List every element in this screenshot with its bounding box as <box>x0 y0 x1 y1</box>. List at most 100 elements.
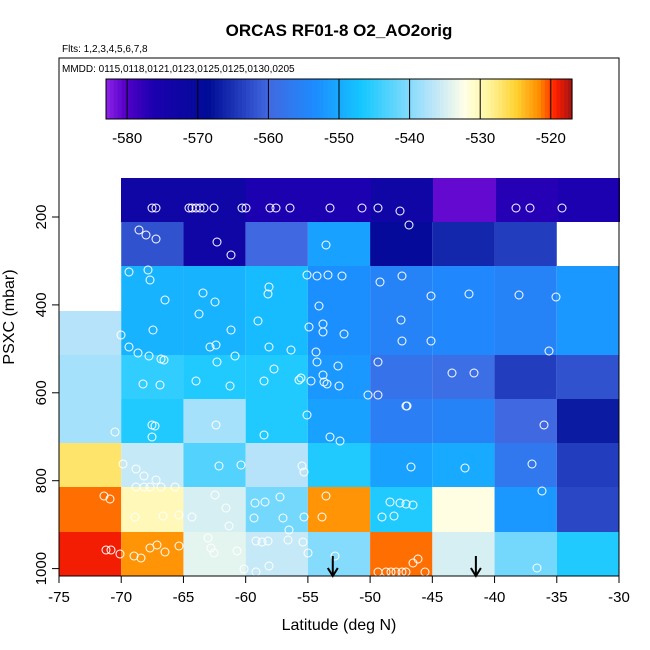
heatmap-cell <box>307 399 371 443</box>
colorbar-strip <box>498 79 503 119</box>
heatmap-cell <box>556 443 619 487</box>
heatmap-cell <box>370 399 433 443</box>
colorbar-strip <box>323 79 328 119</box>
observation-point <box>221 503 231 513</box>
colorbar-tick-label: -570 <box>183 130 213 147</box>
observation-point <box>269 364 279 374</box>
heatmap-cell <box>59 443 122 487</box>
x-tick-label: -70 <box>110 589 132 606</box>
y-tick-label: 800 <box>33 468 50 493</box>
observation-point <box>397 336 407 346</box>
heatmap-cell <box>432 532 495 576</box>
colorbar-strip <box>261 79 266 119</box>
observation-point <box>118 459 128 469</box>
observation-point <box>237 203 247 213</box>
heatmap-cell <box>494 443 557 487</box>
observation-point <box>294 375 304 385</box>
heatmap-cell <box>183 532 246 576</box>
x-tick-label: -30 <box>608 589 630 606</box>
heatmap-cell <box>371 178 433 222</box>
heatmap-cell <box>121 266 184 311</box>
observation-point <box>557 203 567 213</box>
observation-point <box>139 471 149 481</box>
observation-point <box>160 295 170 305</box>
colorbar-strip <box>307 79 313 119</box>
x-tick-label: -65 <box>173 589 195 606</box>
observation-point <box>232 546 242 556</box>
colorbar-tick-label: -560 <box>253 130 283 147</box>
colorbar-strip <box>556 79 561 119</box>
colorbar-strip <box>393 79 398 119</box>
observation-point <box>236 460 246 470</box>
observation-point <box>325 432 335 442</box>
colorbar-strip <box>319 79 325 119</box>
observation-point <box>136 553 146 563</box>
observation-point <box>230 351 240 361</box>
observation-point <box>116 330 126 340</box>
heatmap-cell <box>556 355 619 399</box>
colorbar-strip <box>144 79 150 119</box>
observation-point <box>318 327 328 337</box>
colorbar-strip <box>350 79 356 119</box>
observation-point <box>210 297 220 307</box>
observation-point <box>401 499 411 509</box>
observation-point <box>194 309 204 319</box>
heatmap-cell <box>59 487 122 532</box>
observation-point <box>203 533 213 543</box>
observation-point <box>257 537 267 547</box>
colorbar-strip <box>529 79 534 119</box>
y-axis: 200 400 600 800 1000 <box>33 204 59 585</box>
heatmap-cells <box>59 178 620 576</box>
colorbar-strip <box>129 79 134 119</box>
observation-point <box>375 277 385 287</box>
colorbar-strip <box>564 79 569 119</box>
observation-point <box>337 271 347 281</box>
heatmap-cell <box>184 178 246 222</box>
observation-point <box>145 275 155 285</box>
observation-point <box>395 206 405 216</box>
observation-point <box>209 203 219 213</box>
colorbar-strip <box>478 79 484 119</box>
heatmap-cell <box>246 178 309 222</box>
observation-point <box>241 203 251 213</box>
observation-point <box>263 536 273 546</box>
colorbar-strip <box>117 79 123 119</box>
observation-point <box>404 220 414 230</box>
observation-point <box>426 336 436 346</box>
observation-point <box>158 511 168 521</box>
colorbar-strip <box>474 79 480 119</box>
observation-point <box>389 511 399 521</box>
observation-points <box>99 203 567 577</box>
observation-point <box>259 430 269 440</box>
colorbar-strip <box>377 79 383 119</box>
observation-point <box>532 563 542 573</box>
observation-point <box>271 203 281 213</box>
colorbar-strip <box>416 79 422 119</box>
colorbar-strip <box>304 79 309 119</box>
observation-point <box>539 420 549 430</box>
observation-point <box>296 373 306 383</box>
heatmap-cell <box>183 487 246 532</box>
heatmap-cell <box>370 532 433 576</box>
observation-point <box>150 421 160 431</box>
heatmap-cell <box>432 399 495 443</box>
colorbar-strip <box>203 79 208 119</box>
observation-point <box>138 379 148 389</box>
observation-point <box>251 536 261 546</box>
observation-point <box>156 482 166 492</box>
observation-point <box>147 432 157 442</box>
observation-point <box>396 315 406 325</box>
observation-point <box>110 427 120 437</box>
observation-point <box>406 462 416 472</box>
observation-point <box>151 475 161 485</box>
observation-point <box>211 340 221 350</box>
colorbar-strip <box>424 79 429 119</box>
colorbar-tick-label: -550 <box>324 130 354 147</box>
heatmap-cell <box>432 311 495 355</box>
observation-point <box>397 271 407 281</box>
heatmap-cell <box>556 487 619 532</box>
colorbar-strip <box>222 79 227 119</box>
heatmap-cell <box>307 487 371 532</box>
observation-point <box>129 551 139 561</box>
colorbar-strip <box>280 79 286 119</box>
